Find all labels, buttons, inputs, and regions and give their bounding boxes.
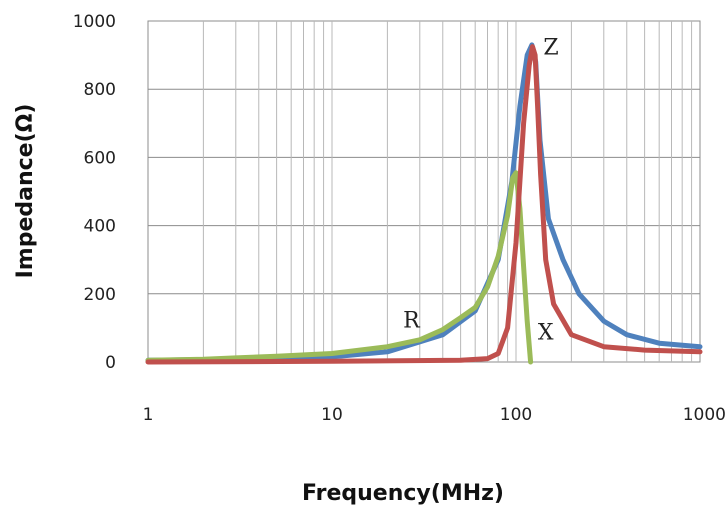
series-label-z: Z bbox=[543, 36, 558, 61]
y-tick-label: 400 bbox=[84, 217, 116, 237]
plot-area bbox=[147, 20, 701, 363]
series-label-r: R bbox=[403, 308, 421, 333]
x-tick-label: 10 bbox=[321, 405, 343, 425]
x-tick-label: 1000 bbox=[683, 405, 726, 425]
y-tick-label: 1000 bbox=[73, 12, 116, 32]
y-tick-labels: 0 200 400 600 800 1000 bbox=[73, 12, 116, 373]
series-labels: Z R X bbox=[403, 36, 559, 346]
y-tick-label: 0 bbox=[105, 353, 116, 373]
series-lines bbox=[145, 42, 703, 365]
x-tick-labels: 1 10 100 1000 bbox=[143, 405, 726, 425]
series-label-x: X bbox=[538, 320, 554, 345]
x-tick-label: 100 bbox=[500, 405, 532, 425]
series-x-line bbox=[145, 44, 703, 365]
y-axis-title: Impedance(Ω) bbox=[13, 104, 38, 279]
x-axis-title: Frequency(MHz) bbox=[302, 481, 504, 506]
y-tick-label: 800 bbox=[84, 80, 116, 100]
y-tick-label: 200 bbox=[84, 285, 116, 305]
grid-lines bbox=[148, 21, 700, 362]
y-tick-label: 600 bbox=[84, 148, 116, 168]
x-tick-label: 1 bbox=[143, 405, 154, 425]
